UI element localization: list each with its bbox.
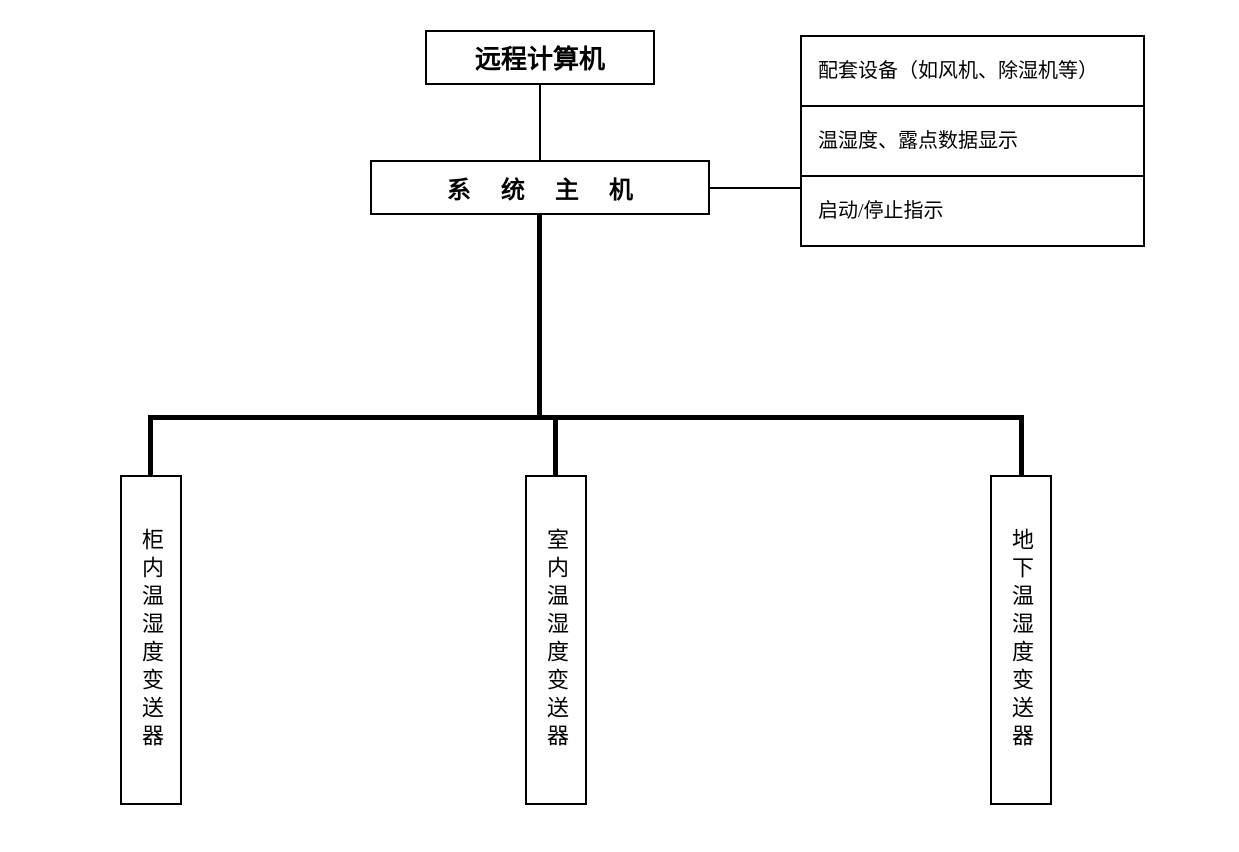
sensor-underground-node: 地下温湿度变送器 xyxy=(990,475,1052,805)
side-row-equipment: 配套设备（如风机、除湿机等） xyxy=(802,37,1143,107)
side-row-display-label: 温湿度、露点数据显示 xyxy=(818,130,1018,152)
edge-bus-sensor3 xyxy=(1019,415,1024,475)
side-panel: 配套设备（如风机、除湿机等） 温湿度、露点数据显示 启动/停止指示 xyxy=(800,35,1145,247)
remote-computer-node: 远程计算机 xyxy=(425,30,655,85)
edge-bus-horizontal xyxy=(148,415,1024,420)
system-host-label: 系 统 主 机 xyxy=(447,170,645,205)
side-row-status-label: 启动/停止指示 xyxy=(818,200,944,222)
sensor-underground-label: 地下温湿度变送器 xyxy=(1005,528,1037,752)
edge-remote-host xyxy=(539,85,541,160)
edge-bus-sensor1 xyxy=(148,415,153,475)
remote-computer-label: 远程计算机 xyxy=(475,39,605,76)
edge-host-sidepanel xyxy=(710,187,800,189)
edge-host-bus-vertical xyxy=(537,215,542,415)
sensor-cabinet-label: 柜内温湿度变送器 xyxy=(135,528,167,752)
side-row-display: 温湿度、露点数据显示 xyxy=(802,107,1143,177)
sensor-cabinet-node: 柜内温湿度变送器 xyxy=(120,475,182,805)
sensor-indoor-label: 室内温湿度变送器 xyxy=(540,528,572,752)
edge-bus-sensor2 xyxy=(553,415,558,475)
side-row-equipment-label: 配套设备（如风机、除湿机等） xyxy=(818,60,1098,82)
side-row-status: 启动/停止指示 xyxy=(802,177,1143,245)
sensor-indoor-node: 室内温湿度变送器 xyxy=(525,475,587,805)
system-host-node: 系 统 主 机 xyxy=(370,160,710,215)
